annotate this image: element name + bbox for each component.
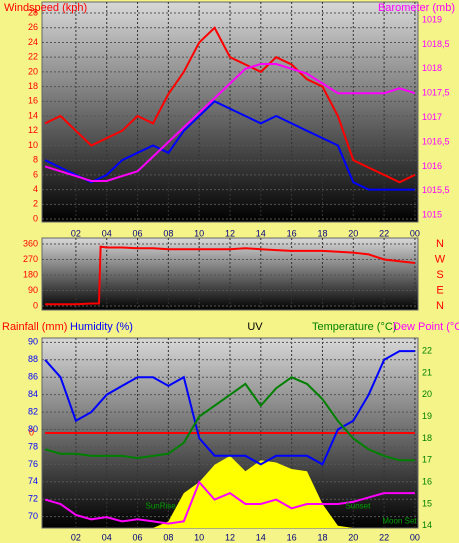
compass-label: N — [436, 300, 444, 312]
y2-tick-label: 21 — [422, 367, 432, 377]
x-tick-label: 06 — [133, 532, 143, 542]
y-tick-label: 76 — [28, 459, 38, 469]
y2-tick-label: 18 — [422, 433, 432, 443]
x-tick-label: 22 — [379, 532, 389, 542]
y2-tick-label: 1015,5 — [422, 185, 450, 195]
header: Humidity (%) — [70, 321, 133, 333]
y-tick-label: 16 — [28, 96, 38, 106]
line — [44, 26, 416, 184]
x-tick-label: 00 — [410, 228, 420, 238]
y-tick-label: 10 — [28, 140, 38, 150]
y-tick-label: 180 — [23, 269, 38, 279]
y-tick-label: 88 — [28, 354, 38, 364]
header: Temperature (°C) — [312, 321, 396, 333]
y-tick-label: 2 — [33, 199, 38, 209]
header: UV — [247, 321, 263, 333]
y-tick-label: 0 — [33, 300, 38, 310]
y-tick-label: 4 — [33, 184, 38, 194]
x-tick-label: 22 — [379, 228, 389, 238]
y-tick-label: 86 — [28, 372, 38, 382]
x-tick-label: 08 — [163, 228, 173, 238]
x-tick-label: 02 — [71, 228, 81, 238]
y-tick-label: 72 — [28, 494, 38, 504]
compass-label: W — [435, 253, 446, 265]
y-tick-label: 84 — [28, 389, 38, 399]
x-tick-label: 06 — [133, 228, 143, 238]
y2-tick-label: 1018 — [422, 63, 442, 73]
line — [44, 480, 415, 525]
y-tick-label: 74 — [28, 476, 38, 486]
x-tick-label: 14 — [256, 228, 266, 238]
line — [44, 100, 415, 191]
x-tick-label: 10 — [194, 228, 204, 238]
y2-tick-label: 1016,5 — [422, 136, 450, 146]
x-tick-label: 18 — [317, 228, 327, 238]
compass-label: N — [436, 238, 444, 250]
x-tick-label: 04 — [102, 532, 112, 542]
annotation: SunRise — [146, 501, 177, 510]
x-tick-label: 12 — [225, 532, 235, 542]
x-tick-label: 10 — [194, 532, 204, 542]
y-tick-label: 90 — [28, 337, 38, 347]
y2-tick-label: 1017 — [422, 112, 442, 122]
y2-tick-label: 1018,5 — [422, 39, 450, 49]
y-tick-label: 80 — [28, 424, 38, 434]
x-tick-label: 20 — [348, 532, 358, 542]
y2-tick-label: 14 — [422, 520, 432, 530]
y2-tick-label: 19 — [422, 411, 432, 421]
x-tick-label: 18 — [317, 532, 327, 542]
header: Windspeed (kph) — [4, 2, 87, 14]
x-tick-label: 00 — [410, 532, 420, 542]
y-tick-label: 270 — [23, 254, 38, 264]
line — [44, 350, 415, 466]
y-tick-label: 26 — [28, 22, 38, 32]
annotation: Sunset — [345, 501, 371, 510]
compass-label: E — [436, 284, 443, 296]
y-tick-label: 20 — [28, 66, 38, 76]
x-tick-label: 14 — [256, 532, 266, 542]
y-tick-label: 70 — [28, 511, 38, 521]
y-tick-label: 82 — [28, 406, 38, 416]
x-tick-label: 12 — [225, 228, 235, 238]
header: Dew Point (°C) — [393, 321, 459, 333]
y-tick-label: 14 — [28, 110, 38, 120]
y2-tick-label: 1016 — [422, 161, 442, 171]
line — [45, 245, 416, 306]
y2-tick-label: 1019 — [422, 14, 442, 24]
y2-tick-label: 15 — [422, 498, 432, 508]
x-tick-label: 16 — [287, 228, 297, 238]
y-tick-label: 24 — [28, 37, 38, 47]
y3-tick-label: 0 — [29, 427, 34, 437]
header: Rainfall (mm) — [2, 321, 67, 333]
y-tick-label: 360 — [23, 238, 38, 248]
y-tick-label: 8 — [33, 155, 38, 165]
y-tick-label: 12 — [28, 125, 38, 135]
y-tick-label: 90 — [28, 285, 38, 295]
y2-tick-label: 20 — [422, 389, 432, 399]
x-tick-label: 20 — [348, 228, 358, 238]
area — [45, 455, 415, 528]
y-tick-label: 78 — [28, 441, 38, 451]
line — [44, 376, 415, 462]
y-tick-label: 22 — [28, 52, 38, 62]
annotation: Moon Set — [382, 517, 417, 526]
x-tick-label: 04 — [102, 228, 112, 238]
y2-tick-label: 22 — [422, 345, 432, 355]
header: Barometer (mb) — [378, 2, 455, 14]
y2-tick-label: 17 — [422, 455, 432, 465]
y2-tick-label: 1017,5 — [422, 88, 450, 98]
y-tick-label: 6 — [33, 169, 38, 179]
y-tick-label: 18 — [28, 81, 38, 91]
y-tick-label: 0 — [33, 213, 38, 223]
line — [44, 63, 416, 182]
x-tick-label: 08 — [163, 532, 173, 542]
y2-tick-label: 16 — [422, 477, 432, 487]
x-tick-label: 16 — [287, 532, 297, 542]
compass-label: S — [436, 269, 443, 281]
x-tick-label: 02 — [71, 532, 81, 542]
y-tick-label: 28 — [28, 7, 38, 17]
y2-tick-label: 1015 — [422, 210, 442, 220]
